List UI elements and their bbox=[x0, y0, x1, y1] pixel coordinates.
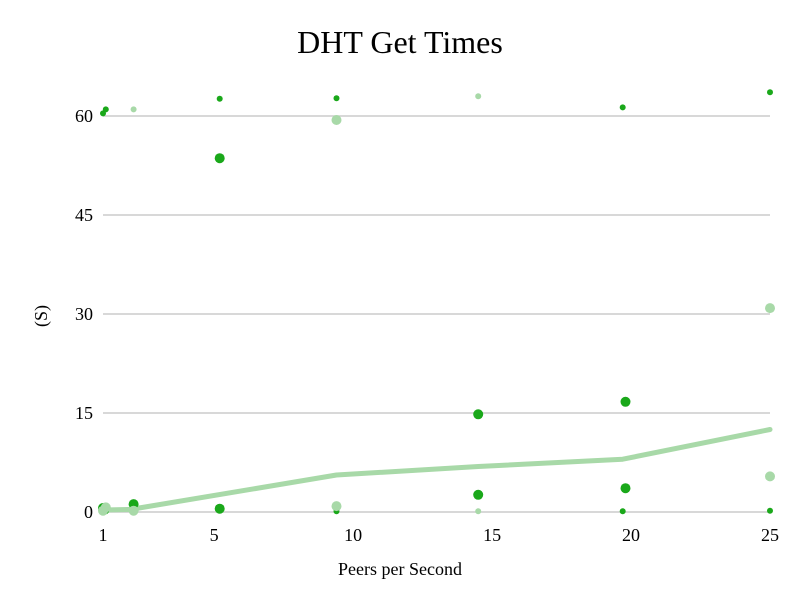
point-layer bbox=[98, 89, 775, 516]
grid-layer bbox=[103, 115, 770, 513]
x-axis-label: Peers per Second bbox=[338, 559, 462, 579]
y-tick-label: 45 bbox=[75, 205, 93, 225]
data-point-small-dark bbox=[767, 89, 773, 96]
data-point-large-light bbox=[765, 471, 775, 482]
data-point-small-dark bbox=[102, 106, 109, 113]
x-tick-label: 20 bbox=[622, 525, 640, 545]
y-axis-label: (S) bbox=[31, 305, 52, 327]
data-point-large-dark bbox=[473, 489, 484, 500]
chart-title: DHT Get Times bbox=[297, 24, 503, 60]
data-point-large-light bbox=[331, 501, 342, 512]
y-tick-label: 30 bbox=[75, 304, 93, 324]
data-point-small-light bbox=[475, 93, 482, 100]
data-point-small-dark bbox=[333, 95, 340, 102]
series-line-mean bbox=[100, 427, 773, 513]
data-point-large-dark bbox=[214, 153, 225, 164]
line-layer bbox=[100, 427, 773, 513]
x-tick-label: 10 bbox=[344, 525, 362, 545]
x-tick-label: 25 bbox=[761, 525, 779, 545]
data-point-small-light bbox=[130, 106, 137, 113]
x-tick-label: 1 bbox=[99, 525, 108, 545]
data-point-small-dark bbox=[767, 507, 773, 514]
data-point-large-dark bbox=[214, 503, 225, 514]
y-tick-label: 0 bbox=[84, 502, 93, 522]
data-point-small-dark bbox=[619, 508, 626, 515]
data-point-large-light bbox=[98, 505, 108, 516]
data-point-large-dark bbox=[620, 396, 631, 407]
data-point-small-light bbox=[475, 508, 482, 515]
x-tick-label: 5 bbox=[210, 525, 219, 545]
data-point-small-dark bbox=[216, 95, 223, 102]
y-tick-label: 60 bbox=[75, 106, 93, 126]
data-point-large-light bbox=[331, 115, 342, 125]
data-point-large-light bbox=[128, 505, 139, 516]
data-point-large-light bbox=[765, 303, 775, 314]
data-point-large-dark bbox=[620, 483, 631, 494]
x-tick-label: 15 bbox=[483, 525, 501, 545]
y-tick-label: 15 bbox=[75, 403, 93, 423]
data-point-large-dark bbox=[473, 409, 484, 420]
data-point-small-dark bbox=[619, 104, 626, 111]
